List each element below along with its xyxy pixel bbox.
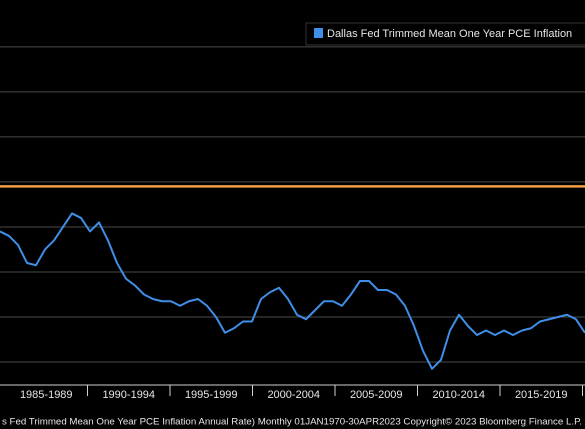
plot <box>0 185 585 370</box>
x-tick-label: 1985-1989 <box>20 389 73 401</box>
x-tick-label: 2005-2009 <box>350 389 403 401</box>
x-tick-label: 1995-1999 <box>185 389 238 401</box>
x-tick-label: 2015-2019 <box>515 389 568 401</box>
x-tick-label: 2000-2004 <box>267 389 320 401</box>
x-tick-label: 1990-1994 <box>102 389 155 401</box>
x-tick-label: 2010-2014 <box>432 389 485 401</box>
grid <box>0 46 585 363</box>
line-series <box>0 212 585 370</box>
legend-swatch <box>314 28 323 38</box>
legend <box>305 22 585 46</box>
footnote: s Fed Trimmed Mean One Year PCE Inflatio… <box>2 416 582 426</box>
legend-label: Dallas Fed Trimmed Mean One Year PCE Inf… <box>327 28 572 40</box>
